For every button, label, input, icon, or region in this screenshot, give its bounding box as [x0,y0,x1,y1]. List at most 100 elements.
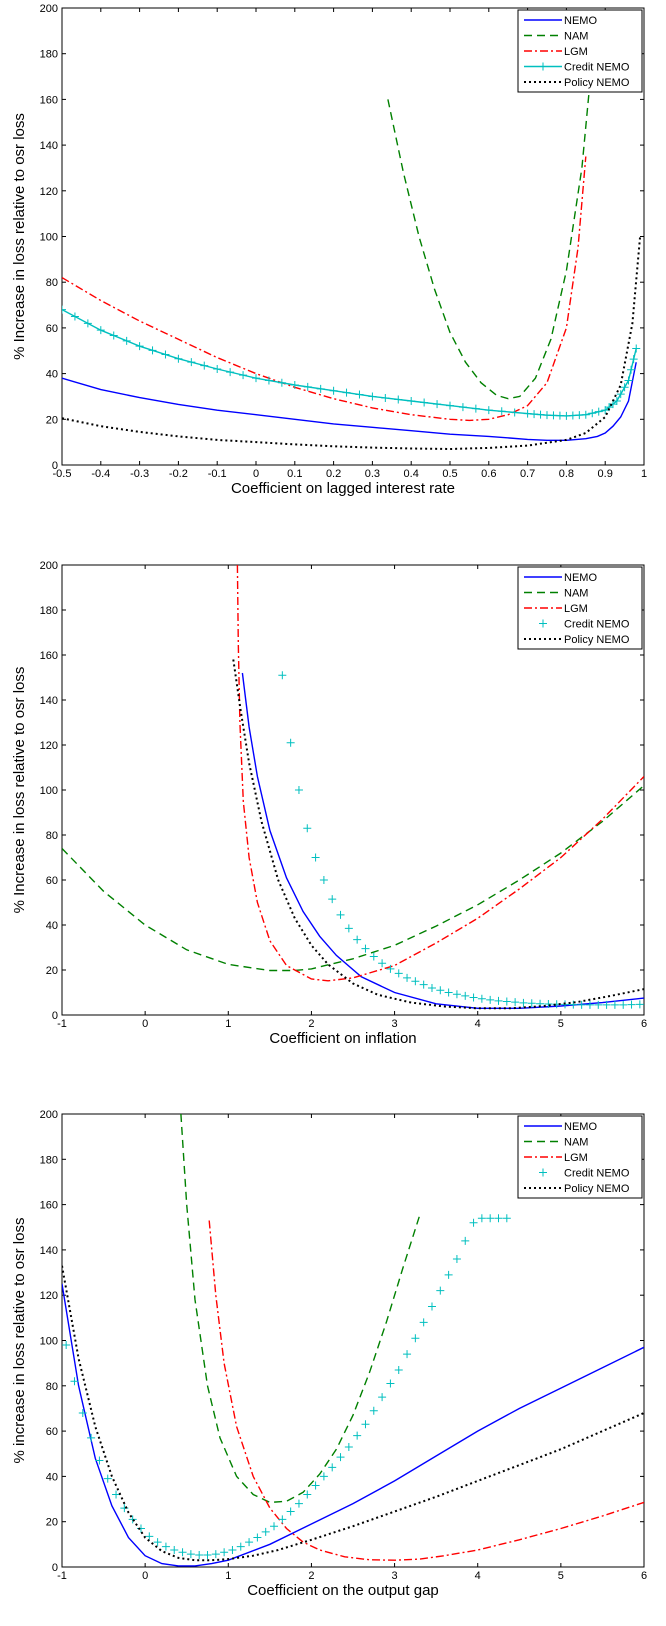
series-credit-nemo-point [444,1270,453,1279]
series-credit-nemo-point [394,395,403,404]
series-credit-nemo-point [112,1490,121,1499]
series-credit-nemo-point [278,671,287,680]
series-credit-nemo-point [585,1000,594,1009]
series-credit-nemo-point [203,1551,212,1559]
series-credit-nemo-point [286,1507,295,1516]
y-tick-label: 80 [46,830,58,842]
y-tick-label: 40 [46,920,58,932]
legend-policy-nemo-label: Policy NEMO [564,1183,630,1195]
series-credit-nemo-point [135,342,144,351]
series-credit-nemo-point [427,1302,436,1311]
series-credit-nemo-line [62,308,637,417]
legend-credit-nemo-marker [539,62,547,71]
x-tick-label: 0.1 [287,468,302,480]
series-credit-nemo-point [577,1000,586,1009]
series-nemo-line [62,362,637,441]
series-credit-nemo-point [355,390,364,399]
x-tick-label: 4 [475,1570,481,1582]
y-tick-label: 100 [40,785,58,797]
series-group [62,565,644,1010]
series-credit-nemo-point [316,384,325,393]
series-credit-nemo-point [236,1542,245,1551]
series-credit-nemo-point [161,1542,170,1551]
series-credit-nemo-point [303,824,312,833]
series-credit-nemo-point [178,1548,187,1557]
series-credit-nemo-point [226,368,235,377]
series-credit-nemo-point [78,1408,87,1417]
x-tick-label: 1 [225,1570,231,1582]
series-credit-nemo-point [122,336,131,345]
series-credit-nemo-point [278,1515,287,1524]
x-tick-label: -0.1 [208,468,227,480]
x-tick-label: -1 [57,1570,67,1582]
series-credit-nemo-point [128,1515,137,1524]
series-credit-nemo-point [95,1456,104,1465]
legend-nemo-label: NEMO [564,15,597,27]
series-credit-nemo-point [452,990,461,999]
series-credit-nemo-point [616,390,625,399]
series-credit-nemo-point [239,371,248,380]
x-tick-label: -0.4 [91,468,110,480]
y-tick-label: 0 [52,460,58,472]
y-axis-label: % increase in loss relative to osr loss [11,1218,28,1464]
y-tick-label: 60 [46,875,58,887]
series-credit-nemo-point [303,382,312,391]
x-tick-label: 1 [225,1018,231,1030]
y-axis-label: % Increase in loss relative to osr loss [11,667,28,914]
series-credit-nemo-point [378,1393,387,1402]
series-credit-nemo-point [211,1550,220,1559]
series-credit-nemo-point [497,407,506,416]
series-credit-nemo-point [486,1214,495,1223]
x-tick-label: 1 [641,468,647,480]
series-credit-nemo-point [311,1481,320,1490]
series-credit-nemo-point [494,996,503,1005]
y-tick-label: 120 [40,186,58,198]
series-nemo-line [62,1283,644,1567]
series-credit-nemo-point [303,1490,312,1499]
y-tick-label: 60 [46,323,58,335]
x-tick-label: 3 [392,1018,398,1030]
y-tick-label: 100 [40,1336,58,1348]
series-credit-nemo-point [328,1463,337,1472]
series-credit-nemo-point [511,998,520,1007]
series-credit-nemo-point [436,1286,445,1295]
series-credit-nemo-point [477,994,486,1003]
series-credit-nemo-point [353,1431,362,1440]
series-credit-nemo-point [502,1214,511,1223]
x-tick-label: -0.5 [53,468,72,480]
y-tick-label: 20 [46,414,58,426]
series-credit-nemo-point [336,1453,345,1462]
series-credit-nemo-point [436,986,445,995]
x-tick-label: -0.2 [169,468,188,480]
y-tick-label: 60 [46,1426,58,1438]
series-credit-nemo-point [530,410,539,419]
x-tick-label: 0.4 [404,468,419,480]
series-credit-nemo-point [252,374,260,383]
series-credit-nemo-point [294,1499,303,1508]
y-tick-label: 20 [46,1517,58,1529]
legend-policy-nemo-label: Policy NEMO [564,77,630,89]
series-credit-nemo-point [486,995,495,1004]
series-credit-nemo-point [381,393,390,402]
series-credit-nemo-point [386,1379,395,1388]
series-credit-nemo-point [319,1472,328,1481]
series-credit-nemo-point [484,406,493,415]
series-credit-nemo-point [253,1533,262,1542]
y-axis-label: % Increase in loss relative to osr loss [11,113,28,360]
series-nam-line [62,784,644,972]
legend-credit-nemo-label: Credit NEMO [564,62,630,74]
y-tick-label: 140 [40,1245,58,1257]
y-tick-label: 200 [40,560,58,572]
x-tick-label: 5 [558,1018,564,1030]
legend-lgm-label: LGM [564,1152,588,1164]
y-tick-label: 180 [40,605,58,617]
y-tick-label: 160 [40,94,58,106]
legend-box [517,1115,643,1199]
series-credit-nemo-point [588,409,597,418]
x-tick-label: 0 [142,1018,148,1030]
series-credit-nemo-point [361,1420,370,1429]
series-credit-nemo-point [62,305,66,314]
y-tick-label: 180 [40,49,58,61]
series-credit-nemo-point [471,404,480,413]
